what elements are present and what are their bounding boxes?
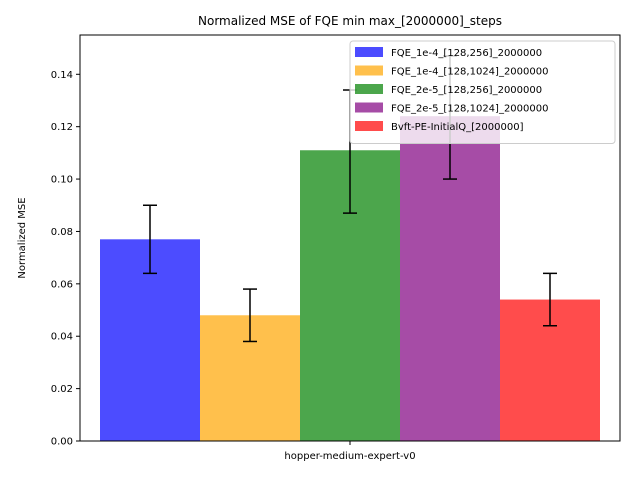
legend-swatch: [355, 65, 383, 76]
y-tick-label: 0.08: [51, 227, 73, 238]
legend-swatch: [355, 102, 383, 113]
y-tick-label: 0.00: [51, 437, 73, 448]
legend-label: Bvft-PE-InitialQ_[2000000]: [391, 122, 524, 133]
x-tick-label: hopper-medium-expert-v0: [284, 451, 415, 462]
legend-label: FQE_2e-5_[128,1024]_2000000: [391, 104, 548, 115]
legend-label: FQE_1e-4_[128,256]_2000000: [391, 48, 542, 59]
y-tick-label: 0.06: [51, 279, 73, 290]
error-bar-series-5: [543, 272, 557, 327]
y-tick-label: 0.12: [51, 122, 73, 133]
legend-box: [349, 40, 616, 144]
y-axis-title: Normalized MSE: [17, 197, 28, 278]
error-bar-series-1: [143, 204, 157, 275]
legend-entry: Bvft-PE-InitialQ_[2000000]: [355, 121, 524, 133]
legend-entry: FQE_1e-4_[128,1024]_2000000: [355, 65, 548, 78]
legend: FQE_1e-4_[128,256]_2000000 FQE_1e-4_[128,…: [349, 40, 616, 144]
y-axis: 0.00 0.02 0.04 0.06 0.08 0.10 0.12 0.14: [51, 70, 80, 448]
legend-swatch: [355, 84, 383, 94]
legend-entry: FQE_2e-5_[128,256]_2000000: [355, 84, 542, 96]
legend-swatch: [355, 121, 383, 131]
chart-title: Normalized MSE of FQE min max_[2000000]_…: [198, 14, 502, 28]
y-tick-label: 0.02: [51, 384, 73, 395]
y-tick-label: 0.04: [51, 332, 73, 343]
legend-label: FQE_1e-4_[128,1024]_2000000: [391, 67, 548, 78]
legend-entry: FQE_2e-5_[128,1024]_2000000: [355, 102, 548, 115]
legend-label: FQE_2e-5_[128,256]_2000000: [391, 85, 542, 96]
legend-swatch: [355, 47, 383, 57]
x-axis: hopper-medium-expert-v0: [284, 441, 416, 462]
legend-entry: FQE_1e-4_[128,256]_2000000: [355, 47, 542, 59]
y-tick-label: 0.14: [51, 70, 73, 81]
error-bar-series-2: [243, 288, 257, 343]
y-tick-label: 0.10: [51, 175, 73, 186]
